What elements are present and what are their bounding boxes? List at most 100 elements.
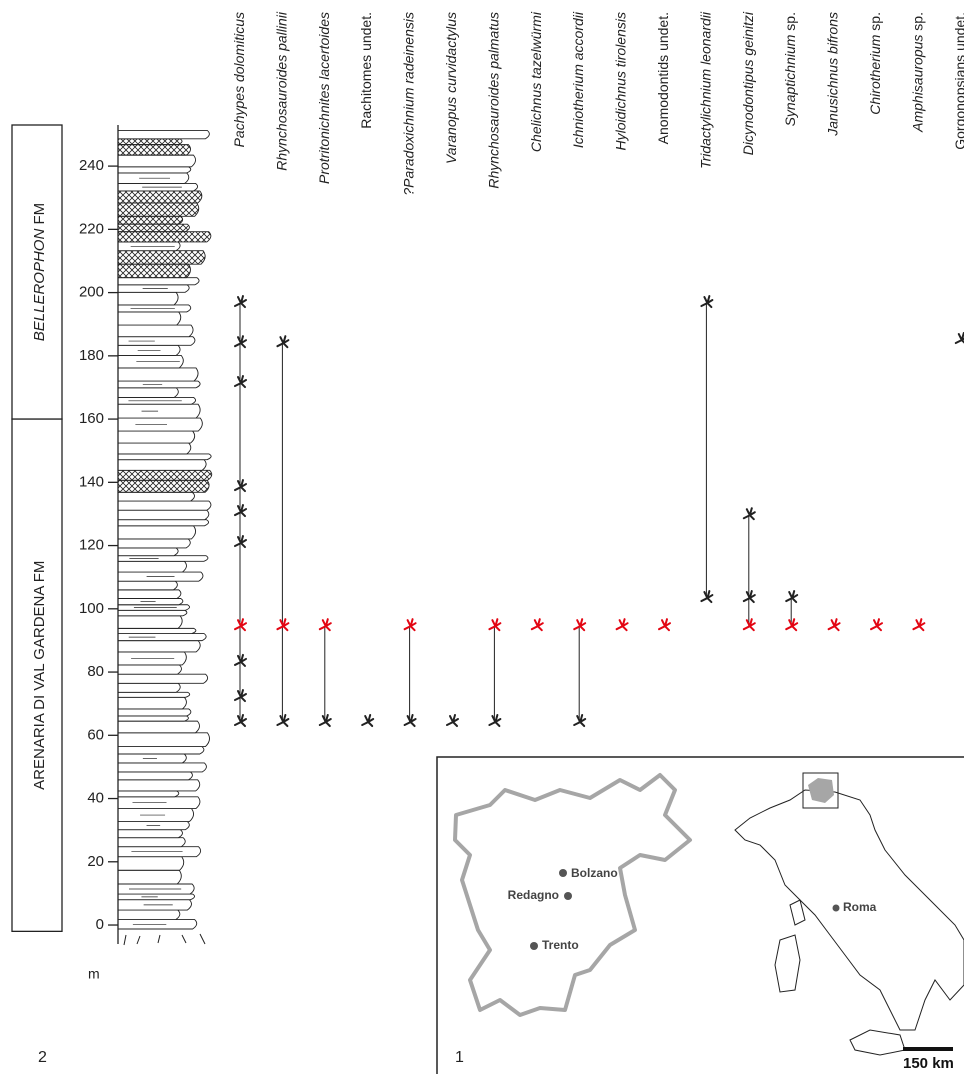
bed (118, 492, 195, 501)
bed (118, 628, 196, 633)
y-tick-label: 0 (96, 916, 104, 933)
taxon-qualifier: sp. (782, 12, 798, 31)
y-tick-label: 80 (87, 663, 104, 680)
figure: 2 m Bolzano Redagno Trento Roma 150 km 1… (0, 0, 964, 1074)
bed (118, 692, 190, 697)
scale-label: 150 km (903, 1055, 954, 1072)
bed (118, 733, 210, 747)
taxon-name: Janusichnus bifrons (824, 12, 840, 137)
track-occurrence (956, 333, 964, 344)
bed (118, 857, 184, 871)
city-dot (833, 905, 840, 912)
bed (118, 870, 181, 884)
bed (118, 130, 209, 138)
y-tick-label: 60 (87, 726, 104, 743)
taxon-name: Gorgonopsians undet. (952, 12, 964, 150)
taxon-name: Amphisauropus (909, 35, 925, 133)
city-dot (530, 942, 538, 950)
y-tick-label: 220 (79, 220, 104, 237)
bed (118, 910, 180, 920)
scale-bar (903, 1047, 953, 1051)
taxon-label: Pachypes dolomiticus (231, 12, 247, 147)
y-tick-label: 240 (79, 157, 104, 174)
map-frame (437, 757, 964, 1074)
taxon-label: Gorgonopsians undet. (952, 12, 964, 150)
bed (118, 454, 211, 460)
bed (118, 709, 191, 716)
bed (118, 264, 190, 278)
track-occurrence (829, 619, 840, 630)
bed (118, 510, 209, 519)
y-tick-label: 120 (79, 537, 104, 554)
bed (118, 145, 191, 155)
track-occurrence (362, 715, 373, 726)
bed (118, 470, 212, 480)
taxon-label: Tridactylichnium leonardii (697, 11, 713, 169)
track-occurrence (913, 619, 924, 630)
bed (118, 763, 206, 772)
bed (118, 526, 196, 539)
y-tick-label: 100 (79, 600, 104, 617)
city-label: Redagno (508, 888, 559, 902)
taxon-name: Anomodontids undet. (655, 12, 671, 144)
bed (118, 772, 192, 780)
taxon-name: Tridactylichnium leonardii (697, 11, 713, 169)
bed (118, 431, 195, 443)
y-tick-label: 40 (87, 790, 104, 807)
track-occurrence (617, 619, 628, 630)
bed (118, 232, 211, 242)
taxon-label: Chirotherium sp. (867, 12, 883, 115)
formation-name: ARENARIA DI VAL GARDENA (31, 586, 48, 790)
formation-suffix: FM (31, 203, 48, 225)
taxon-qualifier: sp. (867, 12, 883, 31)
bed (118, 167, 191, 173)
bed (118, 388, 178, 398)
bed (118, 460, 206, 471)
taxon-label: Protritonichnites lacertoides (316, 12, 332, 184)
bed (118, 292, 178, 305)
bed (118, 501, 211, 510)
bed (118, 480, 209, 492)
taxon-qualifier: sp. (909, 12, 925, 31)
bed (118, 561, 186, 572)
taxon-label: Amphisauropus sp. (909, 12, 925, 133)
bed (118, 610, 187, 615)
bed (118, 791, 179, 797)
taxon-name: Pachypes dolomiticus (231, 12, 247, 147)
taxon-label: Janusichnus bifrons (824, 12, 840, 137)
formation-suffix: FM (31, 561, 48, 583)
city-dot (564, 892, 572, 900)
bed (118, 780, 200, 791)
bed (118, 641, 200, 652)
taxon-label: Chelichnus tazelwürmi (528, 11, 544, 152)
city-label: Trento (542, 938, 579, 952)
bed (118, 520, 209, 526)
y-tick-label: 180 (79, 347, 104, 364)
bed (118, 830, 182, 838)
y-tick-label: 140 (79, 473, 104, 490)
bed (118, 674, 208, 683)
taxon-name: Rhynchosauroides palmatus (485, 12, 501, 189)
track-occurrence (659, 619, 670, 630)
taxon-name: Ichniotherium accordii (570, 11, 586, 148)
track-occurrence (871, 619, 882, 630)
bed (118, 443, 191, 454)
bed (118, 616, 182, 629)
track-occurrence (532, 619, 543, 630)
root-traces (124, 934, 205, 945)
bed (118, 716, 188, 721)
taxon-label: Rhynchosauroides pallinii (273, 11, 289, 171)
bed (118, 312, 181, 325)
taxon-label: Synaptichnium sp. (782, 12, 798, 126)
taxon-name: Rhynchosauroides pallinii (273, 11, 289, 171)
formation-name: BELLEROPHON (31, 229, 48, 342)
city-dot (559, 869, 567, 877)
bed (118, 278, 199, 285)
bed (118, 665, 181, 674)
bed (118, 539, 190, 548)
bed (118, 404, 200, 418)
taxon-name: Synaptichnium (782, 34, 798, 126)
taxon-label: Ichniotherium accordii (570, 11, 586, 148)
taxon-name: Hyloidichnus tirolensis (612, 12, 628, 151)
taxon-label: Rhynchosauroides palmatus (485, 12, 501, 189)
